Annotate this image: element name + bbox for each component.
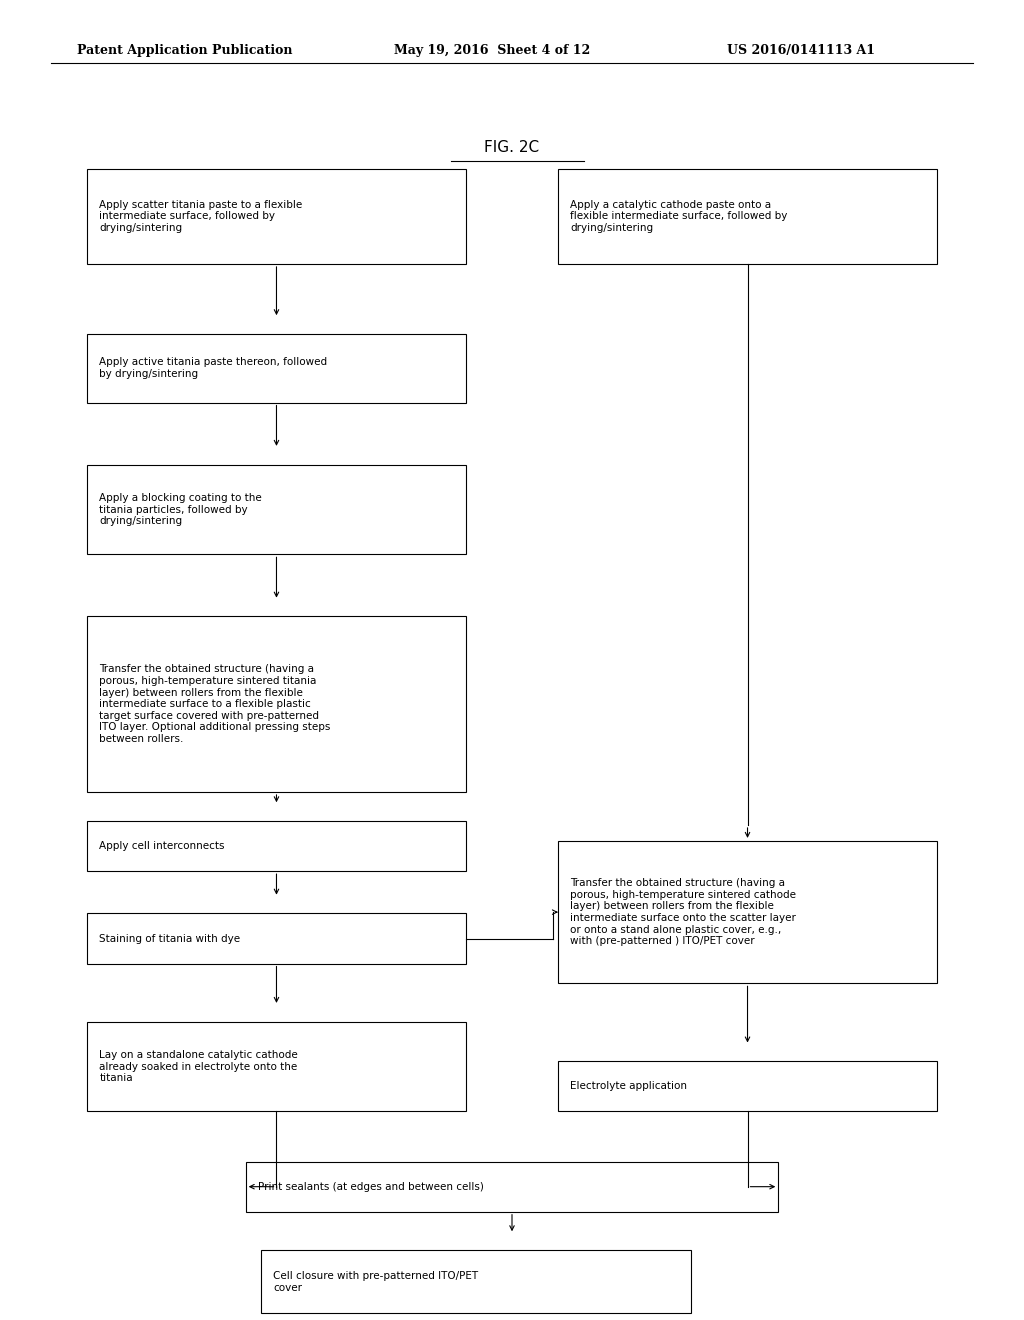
Text: FIG. 2C: FIG. 2C xyxy=(484,140,540,156)
Text: Staining of titania with dye: Staining of titania with dye xyxy=(99,933,241,944)
Text: Electrolyte application: Electrolyte application xyxy=(570,1081,687,1092)
Bar xyxy=(87,913,466,964)
Bar xyxy=(558,841,937,983)
Text: Apply scatter titania paste to a flexible
intermediate surface, followed by
dryi: Apply scatter titania paste to a flexibl… xyxy=(99,199,302,234)
Bar xyxy=(87,169,466,264)
Text: US 2016/0141113 A1: US 2016/0141113 A1 xyxy=(727,44,876,57)
Text: Apply a blocking coating to the
titania particles, followed by
drying/sintering: Apply a blocking coating to the titania … xyxy=(99,492,262,527)
Text: Print sealants (at edges and between cells): Print sealants (at edges and between cel… xyxy=(258,1181,484,1192)
Text: Cell closure with pre-patterned ITO/PET
cover: Cell closure with pre-patterned ITO/PET … xyxy=(273,1271,478,1292)
Bar xyxy=(87,616,466,792)
Bar xyxy=(87,334,466,403)
Bar xyxy=(87,821,466,871)
Text: Transfer the obtained structure (having a
porous, high-temperature sintered cath: Transfer the obtained structure (having … xyxy=(570,878,797,946)
Bar xyxy=(87,465,466,554)
Text: Apply cell interconnects: Apply cell interconnects xyxy=(99,841,225,851)
Text: Apply active titania paste thereon, followed
by drying/sintering: Apply active titania paste thereon, foll… xyxy=(99,358,328,379)
Text: May 19, 2016  Sheet 4 of 12: May 19, 2016 Sheet 4 of 12 xyxy=(394,44,591,57)
Text: Lay on a standalone catalytic cathode
already soaked in electrolyte onto the
tit: Lay on a standalone catalytic cathode al… xyxy=(99,1049,298,1084)
Bar xyxy=(87,1022,466,1111)
Bar xyxy=(246,1162,778,1212)
Bar xyxy=(261,1250,691,1313)
Text: Apply a catalytic cathode paste onto a
flexible intermediate surface, followed b: Apply a catalytic cathode paste onto a f… xyxy=(570,199,787,234)
Bar xyxy=(558,169,937,264)
Text: Patent Application Publication: Patent Application Publication xyxy=(77,44,292,57)
Text: Transfer the obtained structure (having a
porous, high-temperature sintered tita: Transfer the obtained structure (having … xyxy=(99,664,331,744)
Bar xyxy=(558,1061,937,1111)
